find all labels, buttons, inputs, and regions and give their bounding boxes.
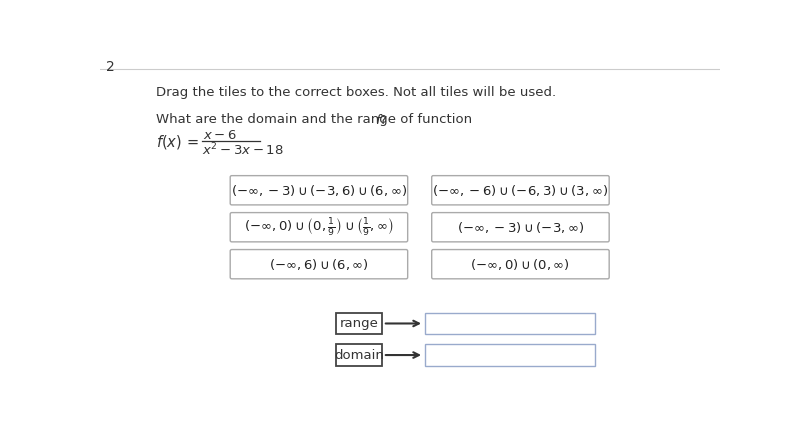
Text: What are the domain and the range of function: What are the domain and the range of fun…: [156, 112, 476, 125]
FancyBboxPatch shape: [230, 212, 408, 242]
FancyBboxPatch shape: [336, 344, 382, 366]
FancyBboxPatch shape: [425, 313, 595, 334]
Text: Drag the tiles to the correct boxes. Not all tiles will be used.: Drag the tiles to the correct boxes. Not…: [156, 87, 556, 99]
Text: $(-\infty, -3) \cup (-3, \infty)$: $(-\infty, -3) \cup (-3, \infty)$: [457, 220, 584, 235]
Text: $(-\infty, -3) \cup (-3, 6) \cup (6, \infty)$: $(-\infty, -3) \cup (-3, 6) \cup (6, \in…: [231, 183, 407, 198]
FancyBboxPatch shape: [336, 313, 382, 334]
FancyBboxPatch shape: [432, 250, 609, 279]
FancyBboxPatch shape: [432, 212, 609, 242]
Text: $x - 6$: $x - 6$: [203, 129, 237, 142]
FancyBboxPatch shape: [432, 176, 609, 205]
Text: 2: 2: [106, 60, 115, 74]
Text: $(-\infty, -6) \cup (-6, 3) \cup (3, \infty)$: $(-\infty, -6) \cup (-6, 3) \cup (3, \in…: [432, 183, 609, 198]
Text: $f(x)\,=$: $f(x)\,=$: [156, 132, 199, 150]
Text: $(-\infty, 0) \cup (0, \infty)$: $(-\infty, 0) \cup (0, \infty)$: [470, 257, 570, 272]
Text: range: range: [339, 317, 378, 330]
Text: $x^2 - 3x - 18$: $x^2 - 3x - 18$: [202, 142, 284, 158]
FancyBboxPatch shape: [425, 344, 595, 366]
FancyBboxPatch shape: [230, 176, 408, 205]
Text: $f$?: $f$?: [375, 112, 388, 126]
Text: $(-\infty, 0) \cup \left(0, \frac{1}{9}\right) \cup \left(\frac{1}{9}, \infty\ri: $(-\infty, 0) \cup \left(0, \frac{1}{9}\…: [244, 216, 394, 238]
Text: $(-\infty, 6) \cup (6, \infty)$: $(-\infty, 6) \cup (6, \infty)$: [269, 257, 369, 272]
FancyBboxPatch shape: [230, 250, 408, 279]
Text: domain: domain: [334, 349, 384, 361]
